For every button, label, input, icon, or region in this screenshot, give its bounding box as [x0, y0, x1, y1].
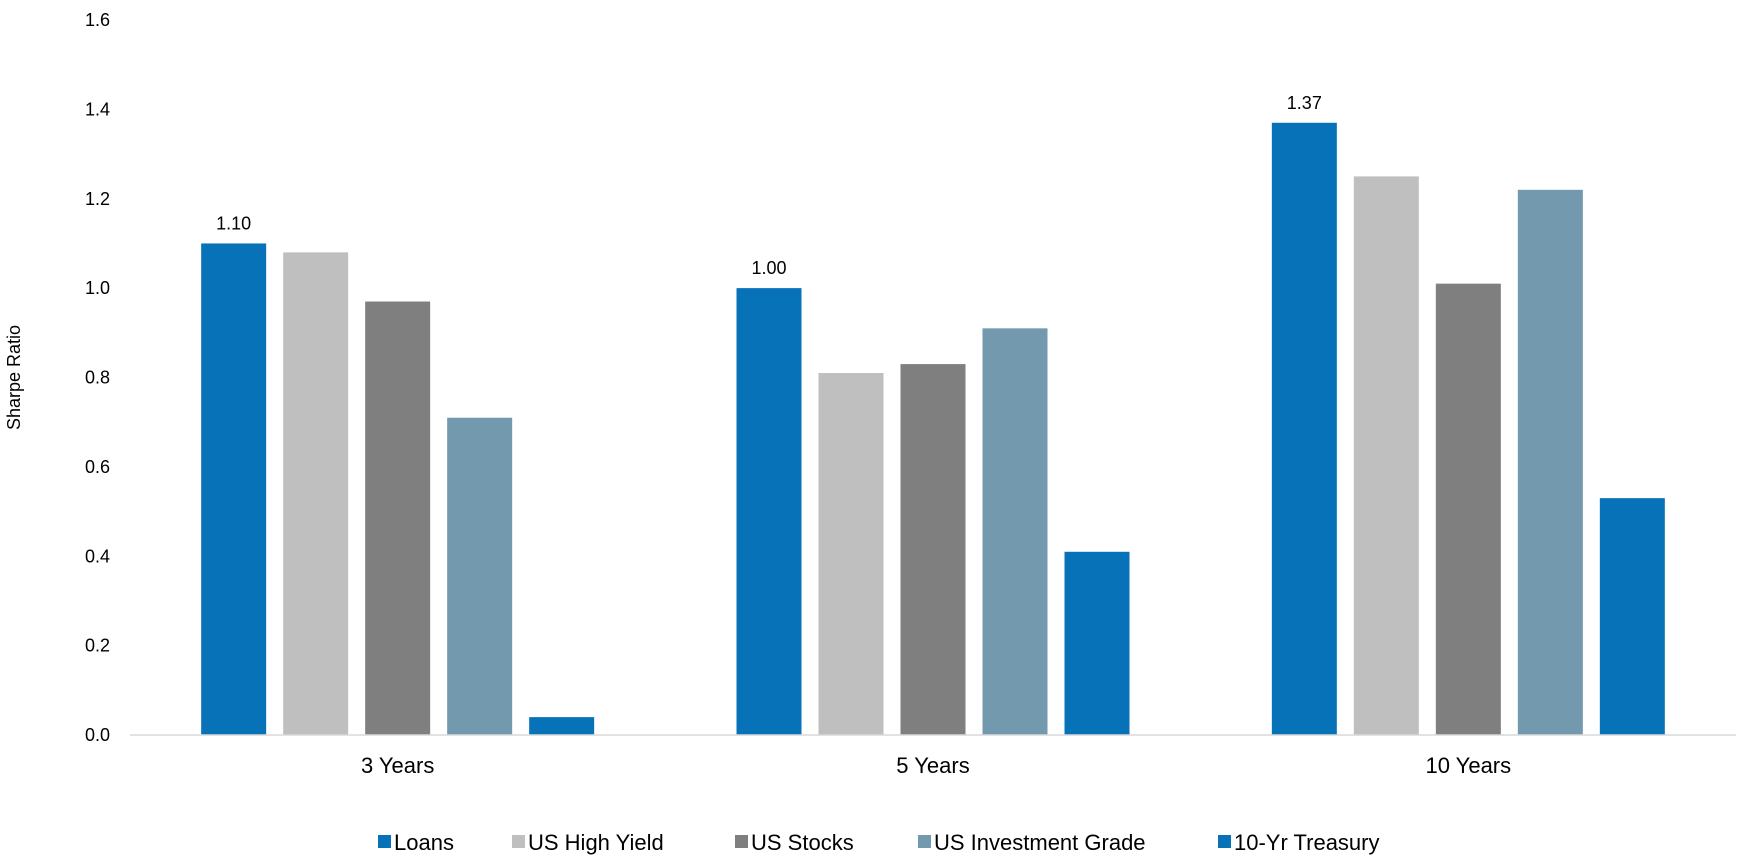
legend-swatch: [512, 835, 525, 848]
y-axis-title: Sharpe Ratio: [4, 325, 24, 430]
y-tick-label: 0.2: [85, 636, 110, 656]
legend-label: US Investment Grade: [934, 830, 1146, 855]
data-label: 1.00: [751, 258, 786, 278]
bar-10-yr-treasury-3-years: [529, 717, 595, 735]
y-tick-label: 0.6: [85, 457, 110, 477]
y-tick-label: 0.0: [85, 725, 110, 745]
legend-item: Loans: [378, 830, 454, 855]
legend-swatch: [735, 835, 748, 848]
x-category-label: 10 Years: [1426, 753, 1512, 778]
bar-us-stocks-3-years: [365, 301, 431, 735]
legend-swatch: [1218, 835, 1231, 848]
legend-item: US Investment Grade: [918, 830, 1146, 855]
bar-10-yr-treasury-5-years: [1064, 551, 1130, 735]
bar-us-investment-grade-3-years: [447, 417, 513, 735]
x-axis-category-labels: 3 Years 5 Years 10 Years: [361, 753, 1511, 778]
y-tick-label: 1.2: [85, 189, 110, 209]
y-axis-ticks: 0.0 0.2 0.4 0.6 0.8 1.0 1.2 1.4 1.6: [85, 10, 110, 745]
legend-item: US Stocks: [735, 830, 854, 855]
legend-swatch: [918, 835, 931, 848]
legend-label: Loans: [394, 830, 454, 855]
bar-loans-10-years: [1271, 122, 1337, 735]
legend-label: US High Yield: [528, 830, 664, 855]
data-label: 1.37: [1287, 93, 1322, 113]
y-tick-label: 1.6: [85, 10, 110, 30]
y-tick-label: 1.0: [85, 278, 110, 298]
data-labels: 1.10 1.00 1.37: [216, 93, 1322, 278]
legend-swatch: [378, 835, 391, 848]
legend: Loans US High Yield US Stocks US Investment…: [378, 830, 1380, 855]
bar-loans-3-years: [201, 243, 267, 735]
legend-item: US High Yield: [512, 830, 664, 855]
bar-us-high-yield-3-years: [283, 252, 349, 735]
y-tick-label: 0.4: [85, 546, 110, 566]
bar-loans-5-years: [736, 288, 802, 735]
bar-10-yr-treasury-10-years: [1599, 498, 1665, 735]
bar-us-investment-grade-5-years: [982, 328, 1048, 735]
bar-us-high-yield-5-years: [818, 373, 884, 735]
x-category-label: 5 Years: [896, 753, 969, 778]
bar-us-stocks-10-years: [1435, 283, 1501, 735]
y-tick-label: 0.8: [85, 368, 110, 388]
y-tick-label: 1.4: [85, 99, 110, 119]
legend-label: US Stocks: [751, 830, 854, 855]
x-category-label: 3 Years: [361, 753, 434, 778]
bar-us-stocks-5-years: [900, 364, 966, 735]
data-label: 1.10: [216, 213, 251, 233]
bar-us-investment-grade-10-years: [1517, 189, 1583, 735]
legend-item: 10-Yr Treasury: [1218, 830, 1380, 855]
bars: [201, 122, 1665, 735]
legend-label: 10-Yr Treasury: [1234, 830, 1380, 855]
bar-us-high-yield-10-years: [1353, 176, 1419, 735]
